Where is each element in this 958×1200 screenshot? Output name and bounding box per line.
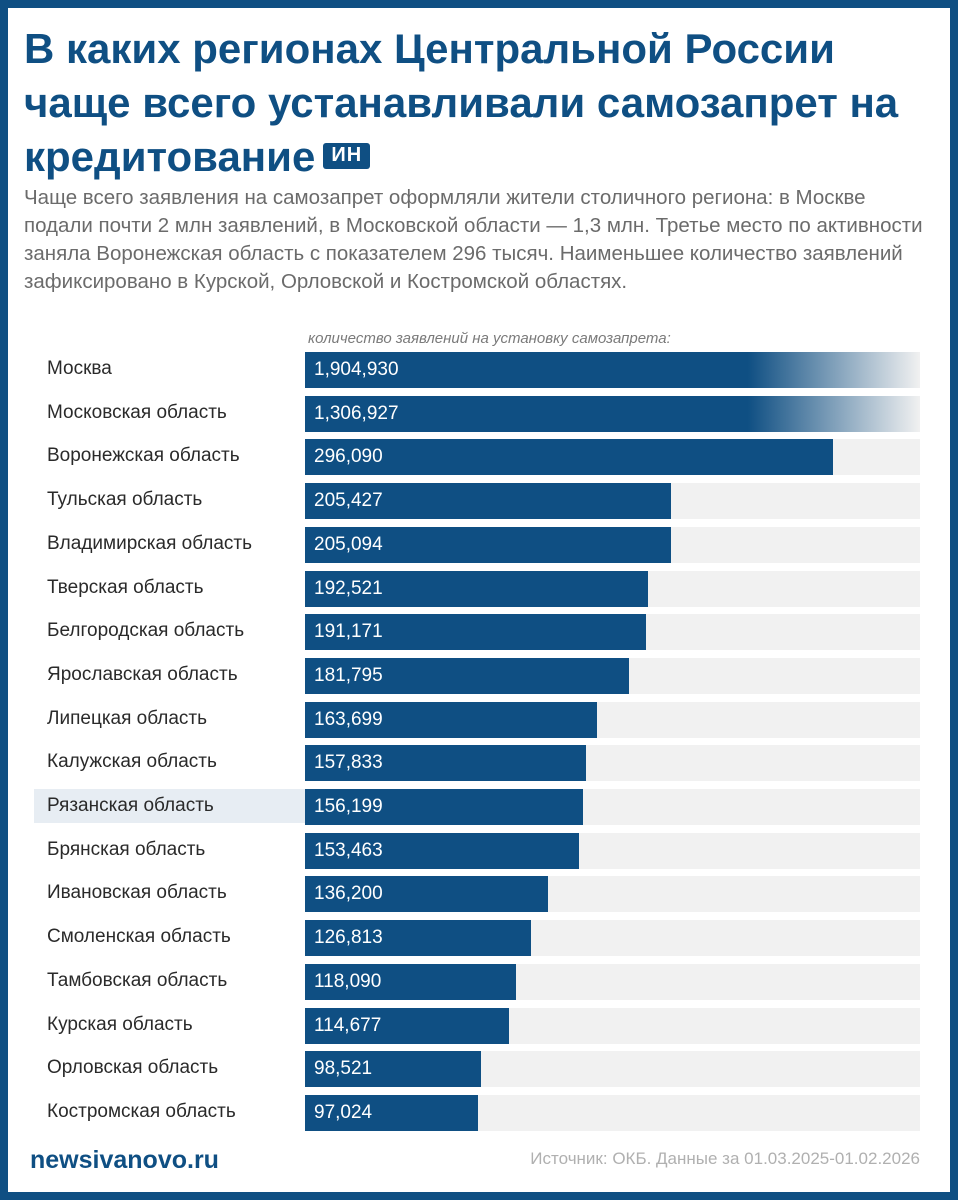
bar-value-label: 156,199	[314, 796, 383, 817]
bar	[305, 920, 532, 957]
category-label: Рязанская область	[47, 795, 214, 816]
page-subtitle: Чаще всего заявления на самозапрет оформ…	[24, 186, 923, 293]
bar-value-label: 163,699	[314, 708, 383, 730]
bar	[305, 439, 833, 476]
category-label: Тверская область	[47, 576, 204, 598]
bar	[305, 614, 646, 651]
bar	[305, 832, 579, 869]
category-label: Тульская область	[47, 489, 203, 511]
bar	[305, 876, 548, 913]
bar	[305, 1094, 478, 1131]
category-label: Брянская область	[47, 838, 206, 860]
category-label: Воронежская область	[47, 445, 240, 467]
axis-caption: количество заявлений на установку самоза…	[308, 330, 671, 347]
bar-value-label: 191,171	[314, 621, 383, 643]
category-label: Калужская область	[47, 751, 217, 773]
category-label: Ивановская область	[47, 882, 227, 904]
bar	[305, 789, 584, 825]
bar	[305, 526, 671, 563]
category-label: Костромская область	[47, 1100, 236, 1122]
bar	[305, 570, 649, 607]
row-highlight	[34, 789, 306, 823]
bar-value-label: 205,094	[314, 533, 383, 555]
publisher-logo-badge: ИН	[323, 142, 371, 169]
bar	[305, 745, 587, 782]
bar-value-label: 205,427	[314, 490, 383, 512]
category-label: Тамбовская область	[47, 969, 228, 991]
bar-value-label: 157,833	[314, 752, 383, 774]
category-label: Курская область	[47, 1013, 193, 1035]
bar-value-label: 126,813	[314, 927, 383, 949]
bar-value-label: 98,521	[314, 1058, 373, 1080]
category-label: Владимирская область	[47, 532, 252, 554]
category-label: Ярославская область	[47, 663, 238, 685]
bar-value-label: 114,677	[314, 1014, 382, 1036]
category-label: Липецкая область	[47, 707, 208, 729]
bar-value-label: 192,521	[314, 577, 383, 599]
bar	[305, 352, 920, 388]
category-label: Орловская область	[47, 1057, 219, 1079]
bar-value-label: 97,024	[314, 1101, 373, 1123]
bar-value-label: 118,090	[314, 970, 382, 992]
title-text: В каких регионах Центральной России чаще…	[24, 25, 899, 180]
bar-value-label: 1,306,927	[314, 402, 399, 424]
site-link[interactable]: newsivanovo.ru	[30, 1146, 219, 1174]
bar	[305, 701, 597, 738]
category-label: Москва	[47, 358, 112, 379]
bar	[305, 483, 672, 520]
source-note: Источник: ОКБ. Данные за 01.03.2025-01.0…	[530, 1149, 920, 1168]
bar	[305, 395, 920, 432]
bar	[305, 657, 630, 694]
bar-value-label: 296,090	[314, 446, 383, 468]
bar-value-label: 136,200	[314, 883, 383, 905]
bar-value-label: 181,795	[314, 664, 383, 686]
bar-value-label: 1,904,930	[314, 359, 399, 380]
bar	[305, 1051, 481, 1088]
bar	[305, 1007, 510, 1044]
bar-value-label: 153,463	[314, 839, 383, 861]
bar	[305, 963, 516, 1000]
category-label: Смоленская область	[47, 926, 231, 948]
category-label: Московская область	[47, 401, 227, 423]
category-label: Белгородская область	[47, 620, 245, 642]
page-title: В каких регионах Центральной России чаще…	[24, 22, 934, 184]
